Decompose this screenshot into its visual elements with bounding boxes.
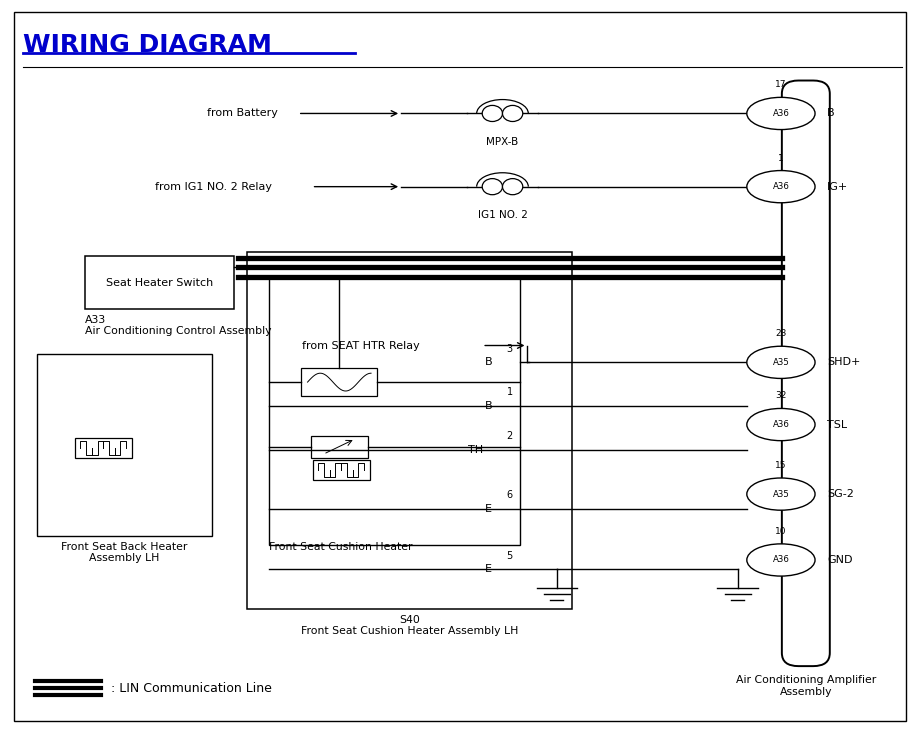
Text: SHD+: SHD+ [827,357,860,367]
Text: S40
Front Seat Cushion Heater Assembly LH: S40 Front Seat Cushion Heater Assembly L… [301,615,518,637]
Text: 1: 1 [506,387,513,397]
Text: IG1 NO. 2: IG1 NO. 2 [478,210,527,220]
Text: from Battery: from Battery [207,108,278,119]
Ellipse shape [747,97,815,130]
Ellipse shape [747,478,815,510]
Text: 17: 17 [775,81,786,89]
Text: Front Seat Back Heater
Assembly LH: Front Seat Back Heater Assembly LH [61,542,188,564]
Text: A36: A36 [773,109,789,118]
Text: 2: 2 [506,431,513,441]
Text: 5: 5 [506,550,513,561]
Text: 3: 3 [506,343,513,354]
Text: GND: GND [827,555,853,565]
Bar [269,276,520,545]
Text: A36: A36 [773,556,789,564]
Text: B: B [485,401,492,411]
Text: A36: A36 [773,420,789,429]
Text: B: B [485,357,492,367]
Text: SG-2: SG-2 [827,489,854,499]
Text: MPX-B: MPX-B [487,137,518,147]
FancyBboxPatch shape [782,81,830,666]
Bar [313,460,370,480]
Text: Seat Heater Switch: Seat Heater Switch [106,277,213,288]
Text: A33
Air Conditioning Control Assembly: A33 Air Conditioning Control Assembly [85,315,271,337]
Circle shape [482,105,502,122]
Text: from SEAT HTR Relay: from SEAT HTR Relay [302,340,420,351]
Text: A36: A36 [773,182,789,191]
Circle shape [502,179,523,195]
Text: A35: A35 [773,358,789,367]
Ellipse shape [747,171,815,203]
Text: 1: 1 [778,154,784,163]
Bar [247,252,572,609]
Text: TSL: TSL [827,419,847,430]
Bar [75,438,132,458]
Ellipse shape [747,408,815,441]
Text: 32: 32 [775,392,786,400]
Text: WIRING DIAGRAM: WIRING DIAGRAM [23,33,272,57]
Text: 10: 10 [775,527,786,536]
Text: from IG1 NO. 2 Relay: from IG1 NO. 2 Relay [155,182,272,192]
Text: Front Seat Cushion Heater: Front Seat Cushion Heater [269,542,413,552]
Bar [301,368,377,396]
Text: : LIN Communication Line: : LIN Communication Line [111,681,271,695]
Text: E: E [485,504,492,514]
Text: 6: 6 [506,490,513,500]
Ellipse shape [747,346,815,378]
Text: A35: A35 [773,490,789,498]
Circle shape [482,179,502,195]
Text: IG+: IG+ [827,182,848,192]
Text: B: B [827,108,834,119]
Text: TH: TH [468,445,483,455]
Bar [85,256,234,309]
Text: Air Conditioning Amplifier
Assembly: Air Conditioning Amplifier Assembly [736,675,876,697]
Text: 15: 15 [775,461,786,470]
Bar [311,436,368,458]
Text: E: E [485,564,492,575]
Ellipse shape [747,544,815,576]
Bar [37,354,212,536]
Circle shape [502,105,523,122]
Text: 23: 23 [775,329,786,338]
